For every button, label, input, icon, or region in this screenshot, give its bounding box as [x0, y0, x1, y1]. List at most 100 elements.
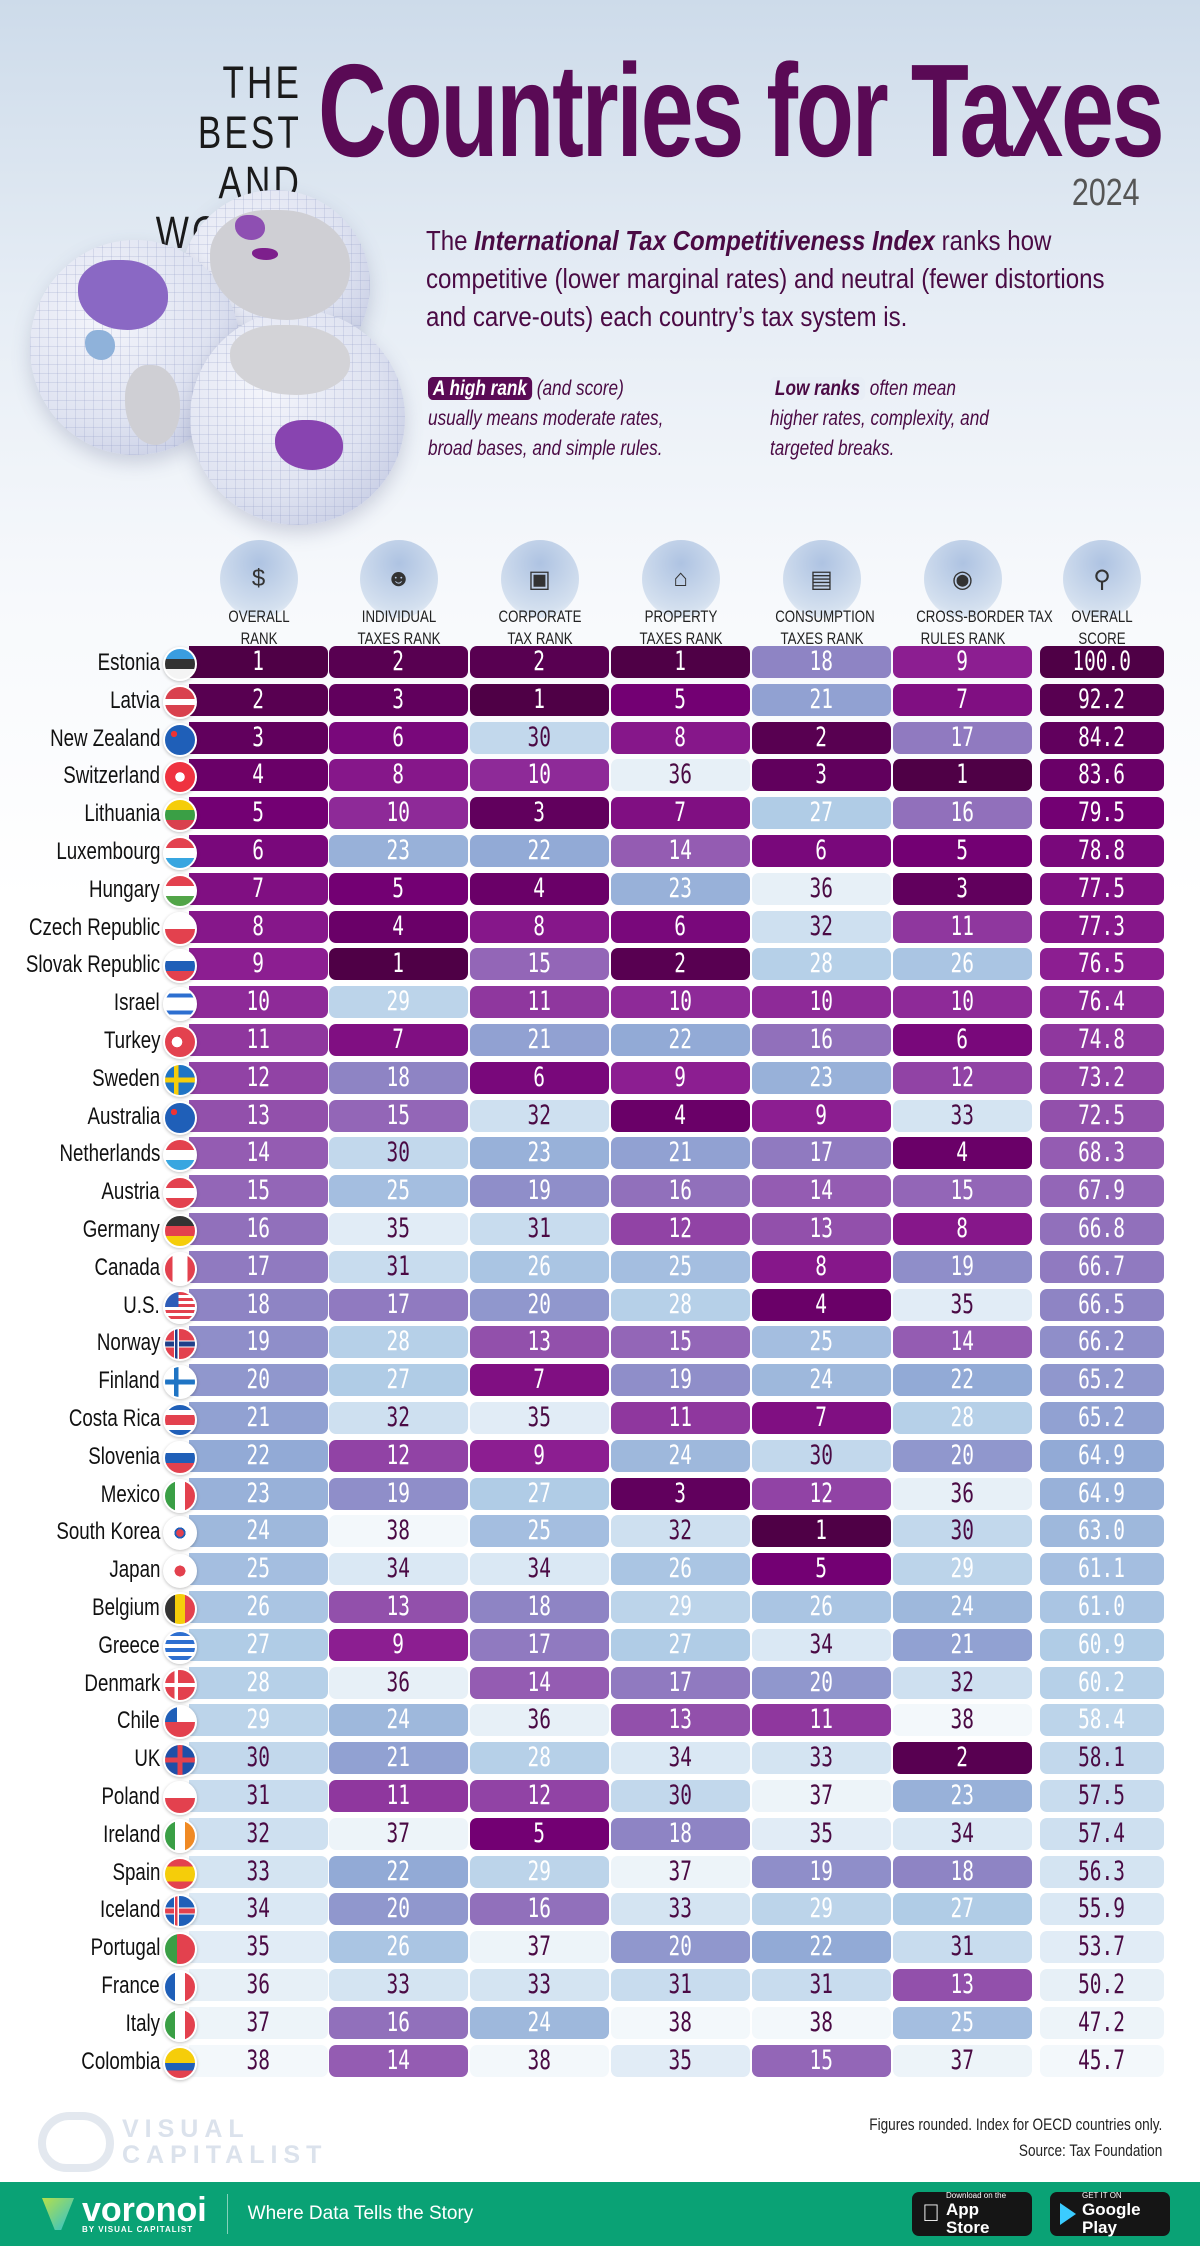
cell-value: 19: [950, 1250, 975, 1282]
cell-overall-rank: 34: [189, 1893, 328, 1926]
cell-value: 21: [950, 1628, 975, 1660]
cell-individual: 3: [329, 683, 468, 716]
cell-value: 26: [950, 948, 975, 980]
app-store-button[interactable]:  Download on the App Store: [912, 2191, 1032, 2237]
cell-cross-border: 3: [893, 872, 1032, 905]
cell-value: 34: [527, 1553, 552, 1585]
flag-new-zealand-icon: [163, 722, 197, 757]
flag-mexico-icon: [163, 1478, 197, 1513]
cell-value: 9: [815, 1099, 828, 1131]
cell-consumption: 3: [752, 759, 891, 792]
cell-cross-border: 24: [893, 1591, 1032, 1623]
cell-individual: 2: [329, 646, 468, 678]
cell-value: 13: [809, 1213, 834, 1244]
cell-individual: 14: [329, 2044, 468, 2077]
cell-value: 5: [815, 1553, 828, 1585]
table-row: South Korea 24 38 25 32 1 30 63.0: [0, 1515, 1200, 1551]
cell-consumption: 23: [752, 1061, 891, 1094]
corporate-board-icon: ▣: [500, 540, 579, 618]
cell-property: 11: [611, 1402, 750, 1434]
cell-consumption: 34: [752, 1628, 891, 1661]
cell-corporate: 37: [470, 1931, 609, 1964]
table-row: Australia 13 15 32 4 9 33 72.5: [0, 1099, 1200, 1135]
cell-corporate: 8: [470, 910, 609, 943]
cell-value: 45.7: [1078, 2044, 1126, 2076]
cell-value: 33: [527, 1969, 552, 2000]
country-name: Sweden: [92, 1064, 160, 1092]
flag-slovakia-icon: [163, 949, 197, 984]
cell-corporate: 4: [470, 872, 609, 905]
cell-cross-border: 9: [893, 646, 1032, 678]
cell-value: 60.9: [1078, 1628, 1126, 1660]
cell-value: 29: [950, 1553, 975, 1585]
google-play-button[interactable]: GET IT ON Google Play: [1050, 2191, 1170, 2237]
country-name: South Korea: [55, 1518, 160, 1546]
cell-value: 32: [950, 1666, 975, 1698]
cell-cross-border: 18: [893, 1855, 1032, 1888]
cell-property: 6: [611, 910, 750, 943]
title-prefix-line1: THE BEST: [197, 57, 302, 158]
cell-value: 23: [668, 872, 693, 904]
cell-consumption: 8: [752, 1250, 891, 1283]
cell-value: 30: [950, 1515, 975, 1547]
cell-score: 58.1: [1040, 1742, 1164, 1775]
cell-value: 15: [668, 1326, 693, 1358]
cell-value: 9: [956, 646, 969, 677]
flag-germany-icon: [163, 1214, 197, 1248]
country-name: Chile: [117, 1707, 160, 1735]
cell-value: 1: [815, 1515, 828, 1547]
cell-individual: 5: [329, 872, 468, 905]
cell-corporate: 28: [470, 1742, 609, 1775]
country-name: Hungary: [89, 875, 160, 903]
country-name: Colombia: [80, 2047, 160, 2075]
visual-capitalist-watermark: VISUAL CAPITALIST: [38, 2112, 327, 2172]
cell-value: 26: [386, 1931, 411, 1963]
cell-value: 9: [392, 1628, 405, 1660]
cell-value: 21: [527, 1024, 552, 1055]
cell-score: 61.0: [1040, 1591, 1164, 1623]
cell-value: 14: [809, 1175, 834, 1207]
cell-overall-rank: 32: [189, 1817, 328, 1850]
table-row: Italy 37 16 24 38 38 25 47.2: [0, 2006, 1200, 2042]
cell-property: 33: [611, 1893, 750, 1926]
cell-consumption: 28: [752, 948, 891, 981]
cell-cross-border: 26: [893, 948, 1032, 981]
cell-value: 13: [527, 1326, 552, 1358]
cell-value: 6: [533, 1061, 546, 1093]
note-high-rank: A high rank (and score) usually means mo…: [428, 374, 707, 464]
table-row: Estonia 1 2 2 1 18 9 100.0: [0, 646, 1200, 681]
flag-ireland-icon: [163, 1818, 197, 1853]
cell-value: 24: [246, 1515, 271, 1547]
cell-corporate: 14: [470, 1666, 609, 1699]
cell-value: 26: [527, 1250, 552, 1282]
cell-value: 26: [668, 1553, 693, 1585]
cell-value: 29: [386, 986, 411, 1018]
cell-corporate: 12: [470, 1780, 609, 1812]
cell-score: 77.5: [1040, 872, 1164, 905]
flag-switzerland-icon: [163, 760, 197, 795]
voronoi-logo[interactable]: voronoi BY VISUAL CAPITALIST: [42, 2193, 207, 2234]
cell-value: 92.2: [1078, 683, 1126, 715]
cell-value: 12: [386, 1439, 411, 1471]
high-rank-paren: (and score): [531, 377, 624, 400]
column-header-label: INDIVIDUAL TAXES RANK: [356, 607, 441, 648]
flag-canada-icon: [163, 1251, 197, 1286]
cell-value: 3: [392, 683, 405, 715]
cell-value: 25: [950, 2006, 975, 2038]
cell-score: 66.2: [1040, 1326, 1164, 1359]
cell-individual: 10: [329, 797, 468, 830]
cell-value: 18: [950, 1855, 975, 1887]
cell-value: 74.8: [1078, 1024, 1126, 1055]
cell-value: 30: [527, 721, 552, 753]
cell-value: 38: [386, 1515, 411, 1547]
cell-value: 4: [392, 910, 405, 942]
cell-individual: 34: [329, 1553, 468, 1586]
cell-value: 37: [950, 2044, 975, 2076]
cell-value: 37: [668, 1855, 693, 1887]
cell-corporate: 29: [470, 1855, 609, 1888]
cell-overall-rank: 36: [189, 1969, 328, 2001]
cell-individual: 19: [329, 1477, 468, 1510]
country-name: Slovenia: [88, 1442, 160, 1470]
cell-value: 11: [386, 1780, 411, 1811]
table-row: Japan 25 34 34 26 5 29 61.1: [0, 1553, 1200, 1589]
